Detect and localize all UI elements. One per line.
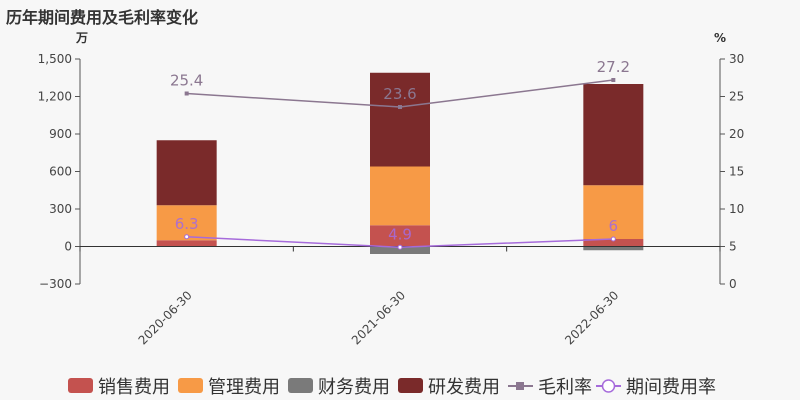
left-axis-tick-label: 1,500	[38, 52, 72, 66]
point-毛利率	[184, 91, 189, 96]
bar-销售费用-2022-06-30	[583, 239, 644, 247]
right-axis-tick-label: 15	[729, 165, 744, 179]
right-axis-tick-label: 5	[729, 240, 737, 254]
legend-swatch-管理费用	[178, 378, 203, 393]
right-axis-tick-label: 10	[729, 202, 744, 216]
point-毛利率	[398, 105, 402, 109]
data-label-期间费用率: 4.9	[388, 225, 412, 243]
left-axis-unit: 万	[75, 31, 88, 45]
point-期间费用率	[184, 234, 190, 240]
legend-label-研发费用: 研发费用	[428, 377, 500, 398]
point-期间费用率	[397, 244, 403, 250]
legend-swatch-销售费用	[68, 378, 93, 393]
data-label-期间费用率: 6	[609, 217, 619, 235]
bar-管理费用-2021-06-30	[370, 166, 430, 226]
legend-marker-期间费用率	[601, 379, 616, 393]
bar-销售费用-2021-06-30	[370, 225, 430, 247]
legend-swatch-财务费用	[288, 378, 313, 393]
bar-管理费用-2022-06-30	[583, 185, 644, 239]
legend-label-期间费用率: 期间费用率	[626, 377, 716, 398]
right-axis-tick-label: 20	[729, 127, 744, 141]
x-axis-tick-label: 2020-06-30	[136, 288, 195, 347]
right-axis-tick-label: 30	[729, 52, 744, 66]
data-label-期间费用率: 6.3	[175, 215, 199, 233]
bar-研发费用-2020-06-30	[156, 140, 217, 206]
bar-研发费用-2021-06-30	[370, 72, 430, 167]
bar-财务费用-2021-06-30	[370, 246, 430, 254]
point-期间费用率	[610, 236, 616, 242]
legend-label-财务费用: 财务费用	[318, 377, 390, 398]
point-毛利率	[611, 78, 616, 82]
legend-label-管理费用: 管理费用	[208, 377, 280, 398]
left-axis-tick-label: 0	[64, 240, 72, 254]
right-axis-unit: %	[714, 31, 726, 45]
legend-label-销售费用: 销售费用	[98, 377, 170, 398]
data-label-毛利率: 25.4	[170, 72, 203, 90]
left-axis-tick-label: 300	[49, 202, 72, 216]
x-axis-tick-label: 2022-06-30	[562, 288, 621, 347]
legend-swatch-研发费用	[398, 378, 423, 393]
legend-marker-毛利率	[516, 382, 524, 390]
left-axis-tick-label: 900	[49, 127, 72, 141]
bar-销售费用-2020-06-30	[156, 240, 217, 247]
left-axis-tick-label: 600	[49, 165, 72, 179]
data-label-毛利率: 27.2	[597, 58, 630, 76]
right-axis-tick-label: 25	[729, 90, 744, 104]
chart-title: 历年期间费用及毛利率变化	[6, 8, 199, 27]
data-label-毛利率: 23.6	[383, 85, 416, 103]
bar-财务费用-2022-06-30	[583, 246, 644, 251]
bar-研发费用-2022-06-30	[583, 84, 644, 186]
left-axis-tick-label: −300	[39, 277, 72, 291]
left-axis-tick-label: 1,200	[38, 90, 72, 104]
x-axis-tick-label: 2021-06-30	[349, 288, 408, 347]
right-axis-tick-label: 0	[729, 277, 737, 291]
legend-label-毛利率: 毛利率	[538, 377, 592, 398]
